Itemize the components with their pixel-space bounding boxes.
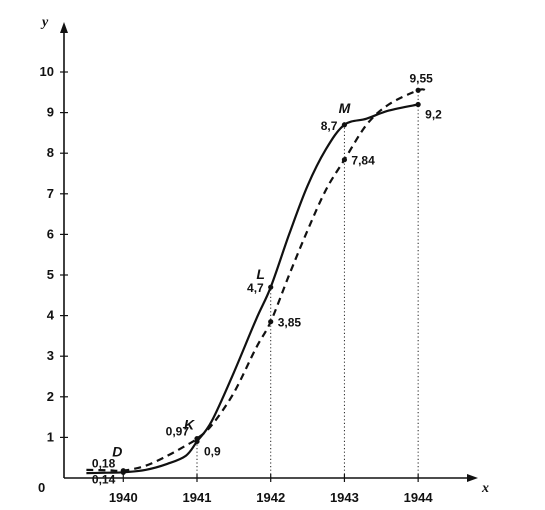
data-label: 8,7 [321, 119, 338, 133]
y-tick-label: 10 [40, 64, 54, 79]
data-point [415, 101, 421, 108]
y-tick-label: 1 [47, 429, 54, 444]
data-label: 9,55 [409, 71, 433, 85]
origin-label: 0 [38, 480, 45, 495]
data-label: 9,2 [425, 107, 442, 121]
data-point [268, 319, 274, 325]
point-name-label: D [112, 443, 122, 459]
y-tick-label: 3 [47, 348, 54, 363]
x-axis-label: x [481, 481, 489, 496]
y-tick-label: 4 [47, 308, 55, 323]
y-tick-label: 6 [47, 226, 54, 241]
ticks: 1 2 3 4 5 6 7 8 9 10 1940 1941 1942 1943 1944 [40, 64, 434, 505]
data-point [268, 284, 274, 290]
x-axis-arrow [467, 474, 478, 482]
y-tick-label: 2 [47, 389, 54, 404]
y-tick-label: 7 [47, 186, 54, 201]
x-tick-label: 1942 [256, 490, 285, 505]
dotted-guides [196, 90, 419, 478]
x-tick-label: 1944 [404, 490, 434, 505]
data-point [120, 468, 126, 474]
data-point [194, 436, 200, 442]
data-point [341, 122, 348, 128]
data-label: 7,84 [351, 154, 375, 168]
x-tick-label: 1940 [109, 490, 138, 505]
data-label: 0,9 [204, 444, 221, 458]
data-label: 0,18 [92, 457, 116, 471]
point-name-label: M [339, 100, 351, 116]
point-name-label: K [184, 416, 195, 432]
y-tick-label: 5 [47, 267, 54, 282]
y-axis-arrow [60, 22, 68, 33]
data-point [415, 87, 421, 93]
data-points: 0,140,18 0,9 0,97 4,7 3,85 8,7 7,84 9,2 9,55 D K L M [92, 71, 442, 486]
point-name-label: L [256, 266, 265, 282]
data-label: 0,14 [92, 472, 116, 486]
y-tick-label: 9 [47, 105, 54, 120]
data-label: 0,97 [166, 425, 190, 439]
data-label: 4,7 [247, 281, 264, 295]
data-point [341, 157, 348, 163]
y-axis-label: y [40, 15, 49, 30]
x-tick-label: 1943 [330, 490, 359, 505]
x-tick-label: 1941 [183, 490, 212, 505]
data-label: 3,85 [278, 316, 302, 330]
axes [60, 22, 478, 482]
y-tick-label: 8 [47, 145, 54, 160]
